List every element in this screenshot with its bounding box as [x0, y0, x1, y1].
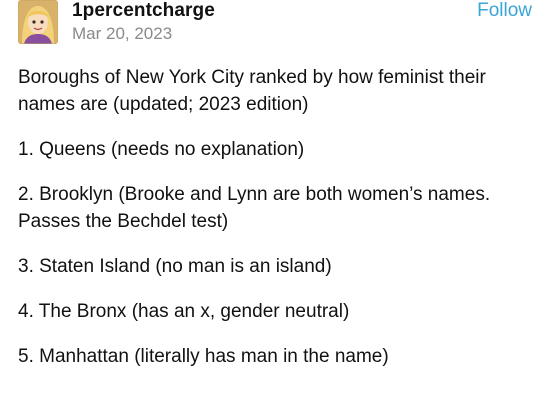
- avatar[interactable]: [18, 0, 58, 44]
- username[interactable]: 1percentcharge: [72, 0, 215, 21]
- avatar-image: [18, 0, 58, 44]
- list-item: 1. Queens (needs no explanation): [18, 139, 305, 160]
- list-item: 2. Brooklyn (Brooke and Lynn are both wo…: [18, 184, 491, 232]
- post-title-paragraph: Boroughs of New York City ranked by how …: [18, 67, 486, 115]
- follow-button[interactable]: Follow: [477, 0, 532, 21]
- post-body: Boroughs of New York City ranked by how …: [18, 64, 528, 388]
- post-date: Mar 20, 2023: [72, 24, 173, 43]
- list-item: 5. Manhattan (literally has man in the n…: [18, 346, 389, 367]
- list-item: 4. The Bronx (has an x, gender neutral): [18, 301, 350, 322]
- list-item: 3. Staten Island (no man is an island): [18, 256, 332, 277]
